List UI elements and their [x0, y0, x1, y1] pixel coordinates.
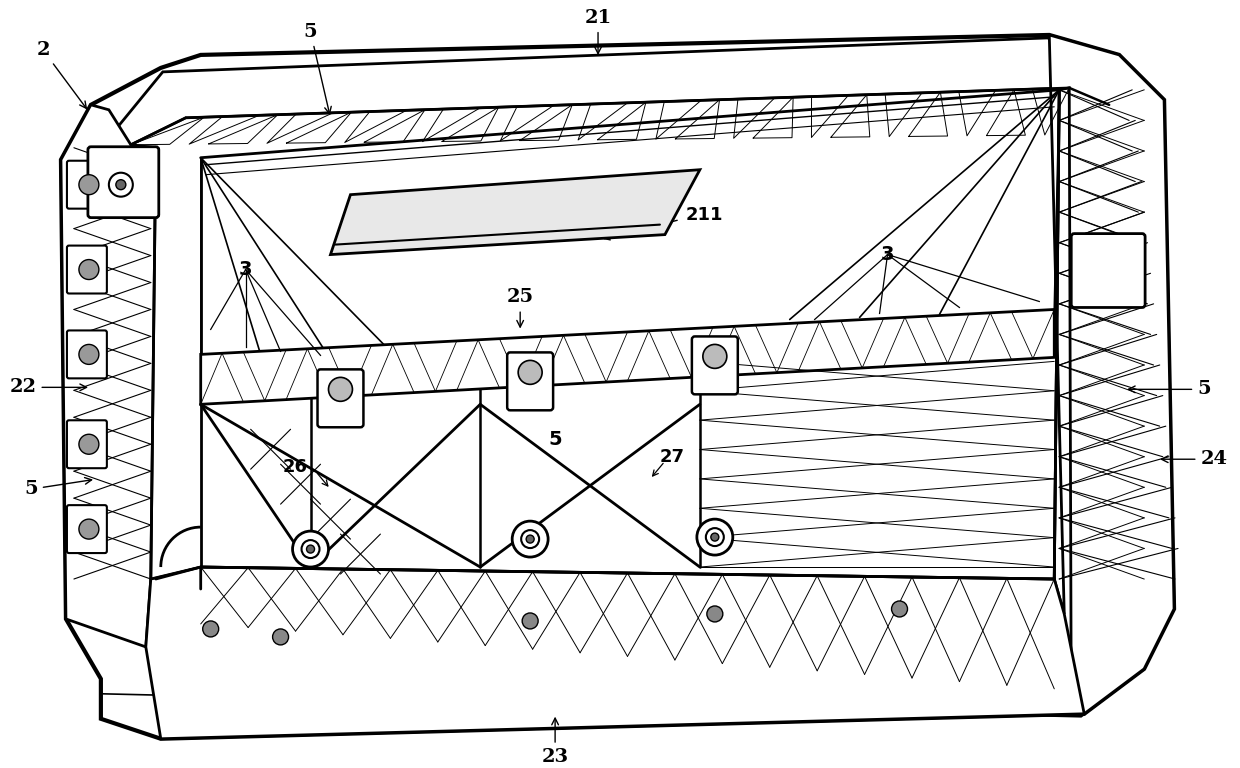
Polygon shape	[201, 310, 1054, 404]
Circle shape	[306, 545, 315, 553]
FancyBboxPatch shape	[67, 505, 107, 553]
Circle shape	[202, 621, 218, 637]
Circle shape	[707, 606, 723, 622]
Text: 27: 27	[660, 449, 684, 466]
Circle shape	[711, 533, 719, 541]
FancyBboxPatch shape	[1071, 233, 1145, 307]
Circle shape	[301, 540, 320, 558]
Text: 24: 24	[1162, 450, 1228, 468]
Circle shape	[329, 377, 352, 402]
FancyBboxPatch shape	[692, 336, 738, 394]
Circle shape	[522, 613, 538, 629]
Circle shape	[706, 528, 724, 546]
Text: 22: 22	[10, 379, 87, 396]
Circle shape	[518, 360, 542, 384]
Text: 23: 23	[542, 718, 569, 766]
Text: 5: 5	[304, 23, 331, 114]
Polygon shape	[61, 35, 1174, 739]
FancyBboxPatch shape	[67, 161, 107, 209]
Circle shape	[697, 519, 733, 555]
Polygon shape	[146, 567, 1084, 739]
Circle shape	[115, 180, 125, 190]
Text: 5: 5	[548, 430, 562, 449]
FancyBboxPatch shape	[88, 147, 159, 217]
FancyBboxPatch shape	[317, 369, 363, 427]
Circle shape	[521, 530, 539, 548]
FancyBboxPatch shape	[507, 353, 553, 410]
Polygon shape	[1049, 35, 1174, 713]
Text: 25: 25	[507, 289, 533, 327]
Text: 2: 2	[36, 41, 87, 108]
Circle shape	[892, 601, 908, 617]
FancyBboxPatch shape	[67, 330, 107, 379]
Circle shape	[273, 629, 289, 645]
Polygon shape	[331, 170, 699, 254]
Circle shape	[79, 434, 99, 454]
Circle shape	[79, 174, 99, 194]
Circle shape	[526, 535, 534, 543]
Circle shape	[79, 260, 99, 280]
FancyBboxPatch shape	[67, 420, 107, 468]
Polygon shape	[109, 38, 1159, 144]
FancyBboxPatch shape	[67, 246, 107, 293]
Circle shape	[703, 344, 727, 369]
Text: 5: 5	[25, 478, 92, 498]
Circle shape	[79, 344, 99, 364]
Text: 211: 211	[686, 206, 724, 223]
Text: 5: 5	[1128, 380, 1210, 399]
Circle shape	[512, 521, 548, 557]
Text: 3: 3	[880, 245, 894, 264]
Circle shape	[109, 173, 133, 197]
Text: 3: 3	[239, 260, 253, 279]
Text: 21: 21	[584, 9, 611, 54]
Circle shape	[293, 531, 329, 567]
Polygon shape	[61, 104, 156, 647]
Text: 26: 26	[283, 458, 308, 476]
Circle shape	[79, 519, 99, 539]
